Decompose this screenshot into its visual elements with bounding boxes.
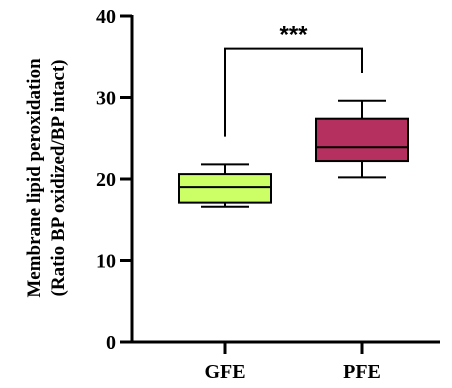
box-pfe [315,117,409,163]
box-gfe [178,173,272,204]
y-axis-label: Membrane lipid peroxidation (Ratio BP ox… [24,58,69,298]
y-tick-label-40: 40 [96,6,116,28]
significance-label: *** [279,22,308,49]
y-tick-label-10: 10 [96,251,116,273]
axes [130,15,440,344]
boxes [178,99,409,208]
y-axis-label-line-1: Membrane lipid peroxidation [24,58,45,298]
y-axis-label-line-2: (Ratio BP oxidized/BP intact) [48,60,69,297]
y-tick-label-0: 0 [106,332,116,354]
box-group-gfe [178,163,272,208]
x-axis-labels: GFE PFE [204,342,381,383]
y-tick-label-30: 30 [96,88,116,110]
x-tick-label-gfe: GFE [204,361,245,383]
y-tick-label-20: 20 [96,169,116,191]
x-tick-label-pfe: PFE [343,361,381,383]
significance-bracket-line [224,47,363,137]
y-axis-ticks: 0 10 20 30 40 [96,6,132,354]
box-group-pfe [315,99,409,179]
significance-bracket: *** [224,22,363,137]
